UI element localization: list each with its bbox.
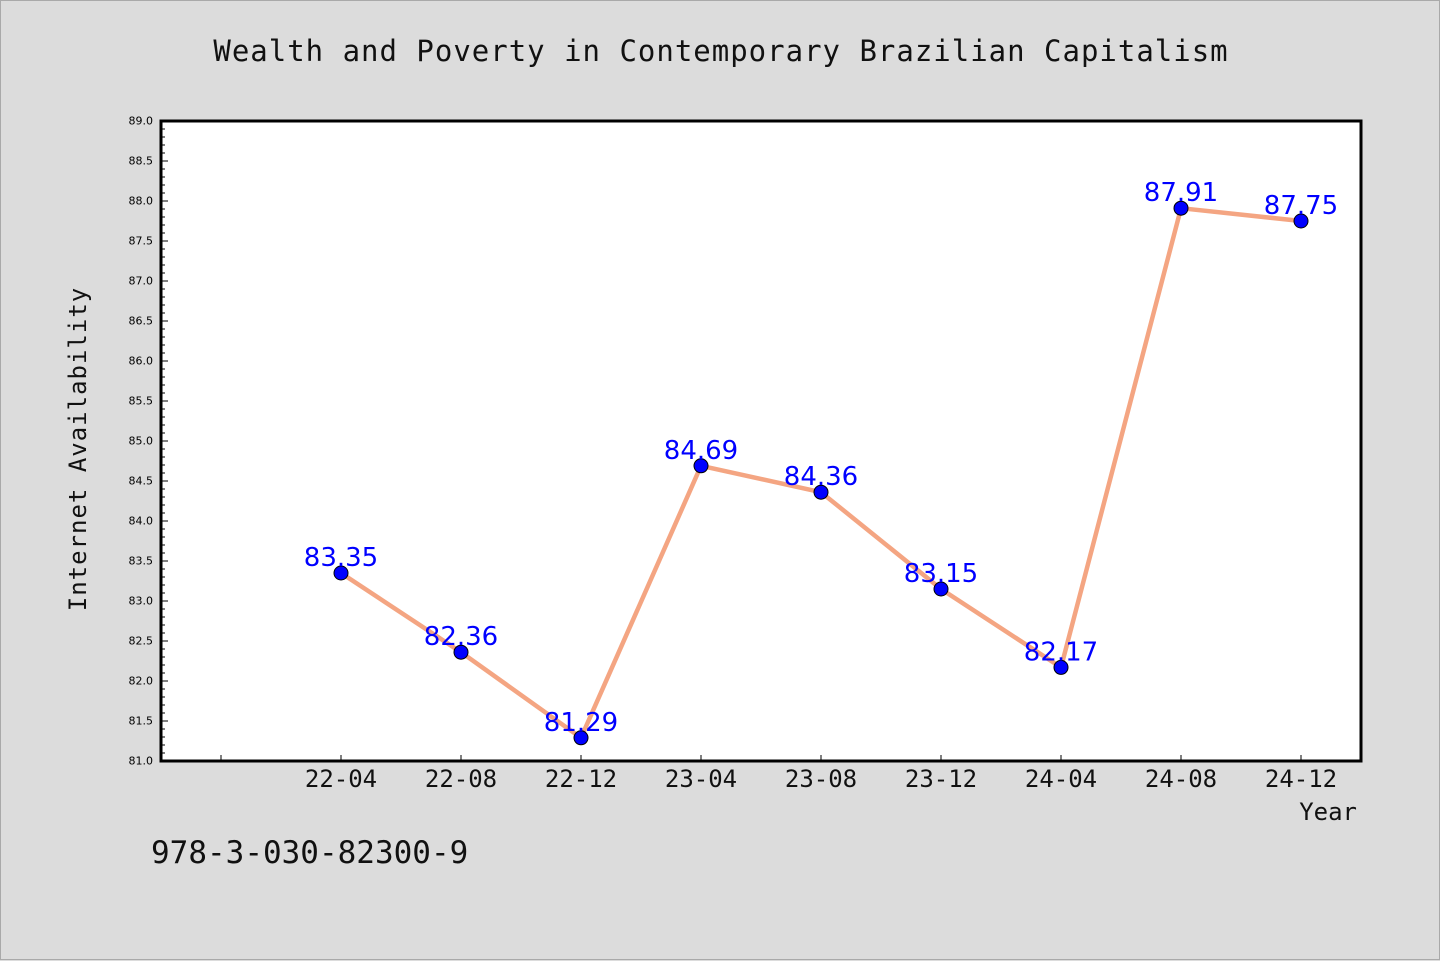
data-point <box>1173 200 1189 216</box>
x-tick-label: 24-08 <box>1145 765 1217 793</box>
data-point <box>333 565 349 581</box>
y-tick-label: 81.5 <box>129 715 154 728</box>
data-point <box>693 458 709 474</box>
x-tick-label: 23-04 <box>665 765 737 793</box>
data-label: 81.29 <box>544 708 618 738</box>
data-point <box>933 581 949 597</box>
plot-background <box>161 121 1361 761</box>
y-tick-label: 88.0 <box>129 195 154 208</box>
data-point <box>453 644 469 660</box>
data-point <box>573 730 589 746</box>
plot-frame <box>159 119 1363 763</box>
y-tick-label: 82.5 <box>129 635 154 648</box>
y-tick-label: 83.5 <box>129 555 154 568</box>
y-tick-label: 84.0 <box>129 515 154 528</box>
y-tick-label: 82.0 <box>129 675 154 688</box>
x-tick-label: 23-08 <box>785 765 857 793</box>
y-tick-label: 89.0 <box>129 115 154 128</box>
x-tick-label: 23-12 <box>905 765 977 793</box>
data-point <box>1293 213 1309 229</box>
y-tick-label: 85.0 <box>129 435 154 448</box>
y-tick-label: 85.5 <box>129 395 154 408</box>
data-label: 82.17 <box>1024 637 1098 667</box>
y-tick-label: 84.5 <box>129 475 154 488</box>
x-axis-label: Year <box>1299 798 1357 826</box>
chart-title: Wealth and Poverty in Contemporary Brazi… <box>213 34 1229 68</box>
data-label: 87.75 <box>1264 191 1338 221</box>
data-label: 84.36 <box>784 462 858 492</box>
y-tick-label: 86.0 <box>129 355 154 368</box>
y-tick-label: 83.0 <box>129 595 154 608</box>
x-tick-label: 22-12 <box>545 765 617 793</box>
x-tick-label: 22-04 <box>305 765 377 793</box>
data-label: 84.69 <box>664 436 738 466</box>
x-tick-label: 24-04 <box>1025 765 1097 793</box>
data-point <box>1053 659 1069 675</box>
x-tick-label: 22-08 <box>425 765 497 793</box>
data-label: 83.15 <box>904 559 978 589</box>
y-tick-label: 81.0 <box>129 755 154 768</box>
data-label: 83.35 <box>304 543 378 573</box>
y-tick-label: 86.5 <box>129 315 154 328</box>
y-tick-label: 88.5 <box>129 155 154 168</box>
data-point <box>813 484 829 500</box>
isbn-footnote: 978-3-030-82300-9 <box>151 835 469 871</box>
data-label: 87.91 <box>1144 178 1218 208</box>
y-tick-label: 87.0 <box>129 275 154 288</box>
data-label: 82.36 <box>424 622 498 652</box>
y-tick-label: 87.5 <box>129 235 154 248</box>
x-tick-label: 24-12 <box>1265 765 1337 793</box>
